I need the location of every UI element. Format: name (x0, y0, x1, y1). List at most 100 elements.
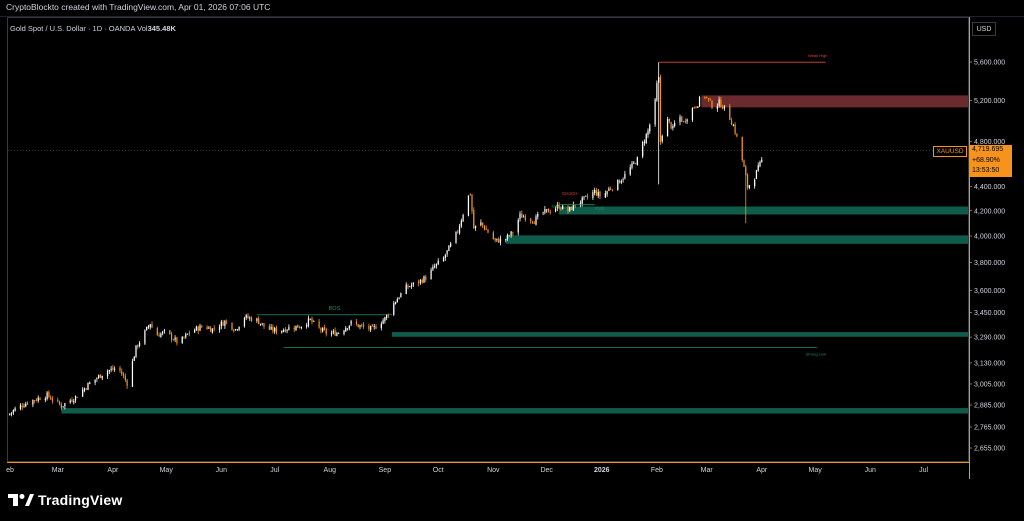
price-tick-label: 5,600.000 (974, 60, 1005, 67)
candle-body (649, 124, 651, 132)
candle-body (570, 206, 573, 210)
candle-body (135, 345, 137, 357)
footer (0, 480, 1024, 521)
level-label: Strong Low (806, 351, 826, 356)
candle-body (245, 315, 247, 318)
brand-name: TradingView (38, 492, 123, 508)
candle-body (400, 293, 402, 298)
candle-body (542, 212, 544, 214)
candle-body (455, 231, 457, 243)
time-tick-label: Mar (701, 467, 714, 474)
time-tick-label: Aug (324, 467, 337, 474)
candle-body (517, 219, 519, 233)
chart-pane[interactable] (7, 17, 969, 462)
candle-body (586, 196, 589, 198)
candle-body (85, 388, 87, 390)
candle-body (46, 392, 48, 400)
price-tick-label: 2,765.000 (974, 425, 1005, 432)
candle-body (201, 326, 203, 328)
candle-body (741, 136, 743, 161)
candle-body (275, 327, 278, 333)
candle-body (594, 190, 596, 193)
candle-body (172, 339, 174, 341)
candle-body (50, 397, 52, 400)
candle-body (318, 321, 320, 328)
candle-body (499, 238, 502, 243)
time-tick-label: May (160, 467, 174, 474)
candle-body (231, 322, 233, 330)
candle-body (469, 194, 471, 196)
price-chart[interactable]: BOS Strong Low Weak High IDM CHoCH FVG 5,600.0… (0, 0, 1024, 480)
candle-body (208, 327, 210, 329)
candle-body (658, 77, 660, 83)
candle-body (567, 206, 569, 212)
candle-body (419, 279, 422, 283)
candle-body (562, 205, 564, 210)
last-price-label: 4,719.695 +68.90% 13:53:50 (969, 145, 1012, 177)
currency-selector[interactable]: USD (972, 22, 996, 36)
symbol-legend[interactable]: Gold Spot / U.S. Dollar · 1D · OANDA Vol… (10, 24, 176, 33)
candle-body (560, 208, 562, 210)
candle-body (222, 322, 224, 326)
candle-body (743, 160, 745, 167)
candle-body (398, 297, 400, 299)
candle-body (661, 135, 663, 142)
candle-body (162, 331, 164, 334)
candle-body (622, 179, 624, 181)
candle-body (343, 330, 345, 334)
candle-body (624, 173, 626, 179)
tradingview-logo[interactable]: TradingView (8, 492, 122, 508)
top-bar: CryptoBlockto created with TradingView.c… (0, 0, 1024, 17)
candle-body (432, 266, 434, 270)
candle-body (707, 98, 710, 100)
candle-body (234, 329, 237, 330)
candle-body (26, 402, 29, 405)
candle-body (460, 220, 462, 227)
candle-body (170, 333, 173, 340)
candle-body (199, 325, 201, 331)
annotation-label: FVG (595, 206, 605, 211)
candle-body (418, 281, 420, 284)
level-label: IDM (551, 204, 558, 209)
candle-body (734, 124, 736, 134)
candle-body (144, 330, 146, 344)
candle-body (599, 191, 601, 197)
candle-body (505, 239, 507, 240)
candle-body (218, 326, 221, 330)
candle-body (281, 330, 283, 333)
candle-body (21, 405, 23, 408)
candle-body (666, 119, 669, 137)
candle-body (757, 165, 759, 171)
candle-body (183, 336, 185, 338)
candle-body (60, 404, 62, 408)
candle-body (656, 82, 658, 101)
candle-body (409, 286, 411, 288)
candle-body (138, 343, 141, 347)
price-tick-label: 4,200.000 (974, 208, 1005, 215)
candle-body (531, 221, 534, 223)
candle-body (595, 190, 598, 196)
candle-body (89, 382, 91, 384)
candle-body (444, 255, 446, 258)
time-tick-label: Apr (756, 467, 768, 474)
symbol-description: Gold Spot / U.S. Dollar · 1D · OANDA (10, 24, 136, 33)
candle-body (709, 99, 711, 101)
candle-body (268, 326, 270, 330)
candle-body (384, 317, 386, 321)
volume-label: Vol (137, 24, 148, 33)
candle-body (697, 106, 699, 108)
candle-body (405, 284, 407, 295)
candle-body (386, 314, 388, 319)
candle-body (236, 329, 238, 331)
candle-body (574, 205, 576, 207)
candle-body (387, 314, 390, 316)
candle-body (83, 388, 86, 391)
candle-body (233, 330, 235, 332)
candle-body (748, 185, 750, 188)
candle-body (604, 193, 606, 198)
candle-body (636, 156, 638, 165)
candle-body (74, 396, 77, 401)
candle-body (654, 99, 656, 125)
candle-body (270, 326, 272, 330)
price-tick-label: 3,800.000 (974, 260, 1005, 267)
